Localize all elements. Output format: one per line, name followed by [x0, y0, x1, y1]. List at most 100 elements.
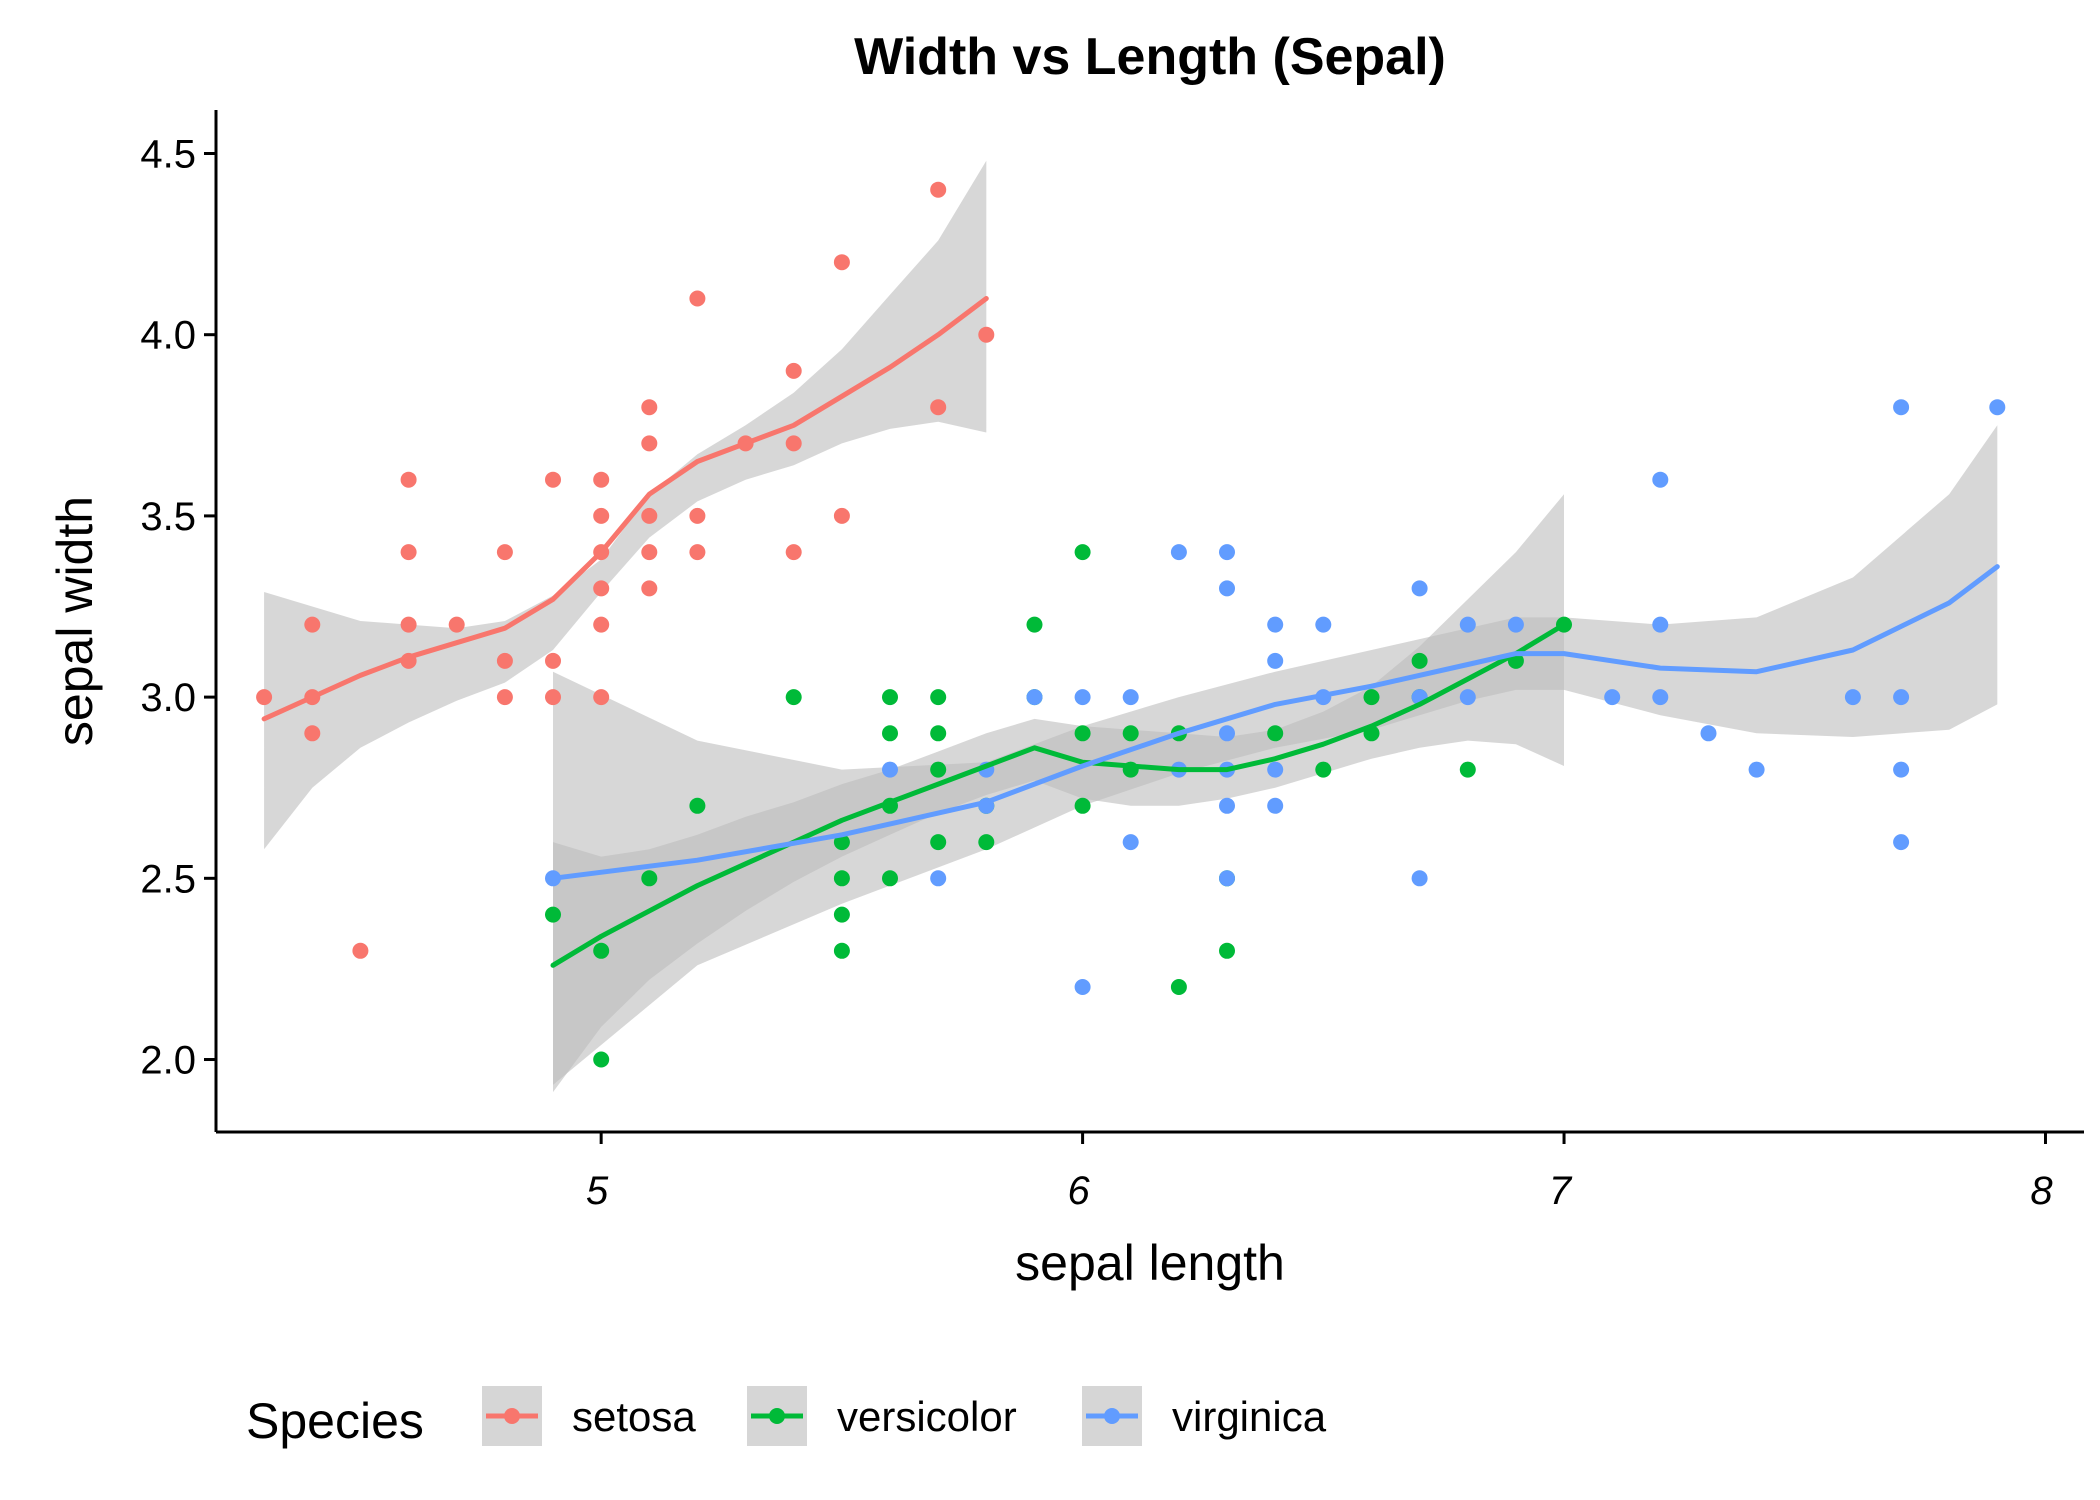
- legend-label-setosa: setosa: [572, 1393, 696, 1440]
- data-point-setosa: [689, 544, 706, 561]
- data-point-virginica: [1170, 544, 1187, 561]
- data-point-virginica: [1652, 471, 1669, 488]
- data-point-virginica: [1700, 725, 1717, 742]
- data-point-setosa: [304, 725, 321, 742]
- data-point-virginica: [1652, 689, 1669, 706]
- data-point-virginica: [1989, 399, 2006, 416]
- y-tick-label: 3.5: [140, 495, 196, 539]
- x-tick-label: 8: [2030, 1169, 2053, 1213]
- data-point-setosa: [641, 399, 658, 416]
- data-point-setosa: [641, 544, 658, 561]
- data-point-setosa: [930, 399, 947, 416]
- data-point-setosa: [545, 689, 561, 706]
- data-point-versicolor: [641, 870, 658, 887]
- data-point-versicolor: [978, 834, 995, 851]
- data-point-virginica: [1074, 979, 1091, 995]
- data-point-setosa: [400, 471, 417, 488]
- y-tick-label: 4.0: [140, 314, 196, 358]
- data-point-setosa: [833, 507, 850, 524]
- data-point-versicolor: [1074, 797, 1091, 814]
- data-point-virginica: [1893, 761, 1910, 778]
- data-point-virginica: [1893, 689, 1910, 706]
- data-point-versicolor: [1459, 761, 1476, 778]
- data-point-setosa: [593, 507, 610, 524]
- data-point-virginica: [1459, 616, 1476, 633]
- data-point-setosa: [785, 435, 802, 452]
- data-point-virginica: [1893, 834, 1910, 851]
- data-point-virginica: [1411, 870, 1428, 887]
- data-point-setosa: [689, 507, 706, 524]
- data-point-setosa: [593, 616, 610, 633]
- data-point-setosa: [545, 652, 561, 669]
- fit-line-setosa: [261, 296, 989, 722]
- data-point-virginica: [1219, 797, 1235, 814]
- legend-key-point-virginica: [1104, 1408, 1120, 1424]
- legend-items: setosa versicolor virginica: [482, 1386, 1327, 1446]
- data-point-virginica: [1074, 689, 1091, 706]
- data-point-virginica: [1267, 797, 1284, 814]
- data-point-setosa: [496, 544, 513, 561]
- data-point-versicolor: [1315, 761, 1332, 778]
- fit-line-versicolor: [550, 622, 1567, 968]
- data-point-virginica: [1026, 689, 1043, 706]
- data-point-setosa: [641, 507, 658, 524]
- axis-ticks: 2.0 2.5 3.0 3.5 4.0 4.5 5 6 7 8: [140, 132, 2053, 1213]
- data-point-virginica: [1219, 580, 1235, 597]
- data-point-versicolor: [930, 689, 947, 706]
- data-point-versicolor: [882, 725, 898, 742]
- data-point-setosa: [785, 362, 802, 379]
- data-point-versicolor: [1170, 979, 1187, 995]
- data-point-virginica: [1219, 544, 1235, 561]
- fit-lines: [261, 296, 2000, 968]
- y-axis-title: sepal width: [47, 496, 103, 746]
- data-point-setosa: [496, 689, 513, 706]
- data-point-virginica: [882, 761, 898, 778]
- data-point-setosa: [785, 544, 802, 561]
- data-point-virginica: [1507, 616, 1524, 633]
- data-point-setosa: [256, 689, 273, 706]
- legend: Species setosa versicolor virginica: [246, 1386, 1327, 1449]
- y-tick-label: 2.0: [140, 1039, 196, 1083]
- data-point-virginica: [1219, 725, 1235, 742]
- data-point-setosa: [641, 435, 658, 452]
- legend-key-point-setosa: [504, 1408, 520, 1424]
- data-point-versicolor: [593, 1051, 610, 1068]
- chart-title: Width vs Length (Sepal): [854, 28, 1446, 86]
- data-point-virginica: [1411, 580, 1428, 597]
- data-point-setosa: [448, 616, 465, 633]
- data-point-virginica: [1267, 652, 1284, 669]
- data-point-virginica: [1844, 689, 1861, 706]
- data-point-virginica: [1893, 399, 1910, 416]
- data-point-versicolor: [593, 942, 610, 959]
- confidence-band-setosa: [264, 160, 987, 850]
- data-point-versicolor: [833, 834, 850, 851]
- data-point-versicolor: [1267, 725, 1284, 742]
- data-point-setosa: [593, 580, 610, 597]
- data-point-versicolor: [930, 761, 947, 778]
- data-point-versicolor: [930, 834, 947, 851]
- data-point-virginica: [1315, 616, 1332, 633]
- fit-line-virginica: [550, 564, 2000, 881]
- legend-label-versicolor: versicolor: [837, 1393, 1017, 1440]
- data-point-setosa: [352, 942, 369, 959]
- data-point-virginica: [1459, 689, 1476, 706]
- data-point-versicolor: [882, 870, 898, 887]
- data-point-setosa: [930, 181, 947, 198]
- data-point-versicolor: [1026, 616, 1043, 633]
- confidence-bands: [264, 160, 1998, 1093]
- legend-title: Species: [246, 1393, 424, 1449]
- data-point-setosa: [496, 652, 513, 669]
- data-point-versicolor: [1122, 725, 1139, 742]
- y-tick-label: 2.5: [140, 857, 196, 901]
- data-point-versicolor: [930, 725, 947, 742]
- data-point-versicolor: [1074, 725, 1091, 742]
- data-point-versicolor: [1074, 544, 1091, 561]
- data-point-versicolor: [833, 942, 850, 959]
- data-point-setosa: [641, 580, 658, 597]
- data-point-virginica: [1652, 616, 1669, 633]
- x-tick-label: 7: [1549, 1169, 1573, 1213]
- data-point-versicolor: [833, 906, 850, 923]
- data-point-virginica: [1122, 689, 1139, 706]
